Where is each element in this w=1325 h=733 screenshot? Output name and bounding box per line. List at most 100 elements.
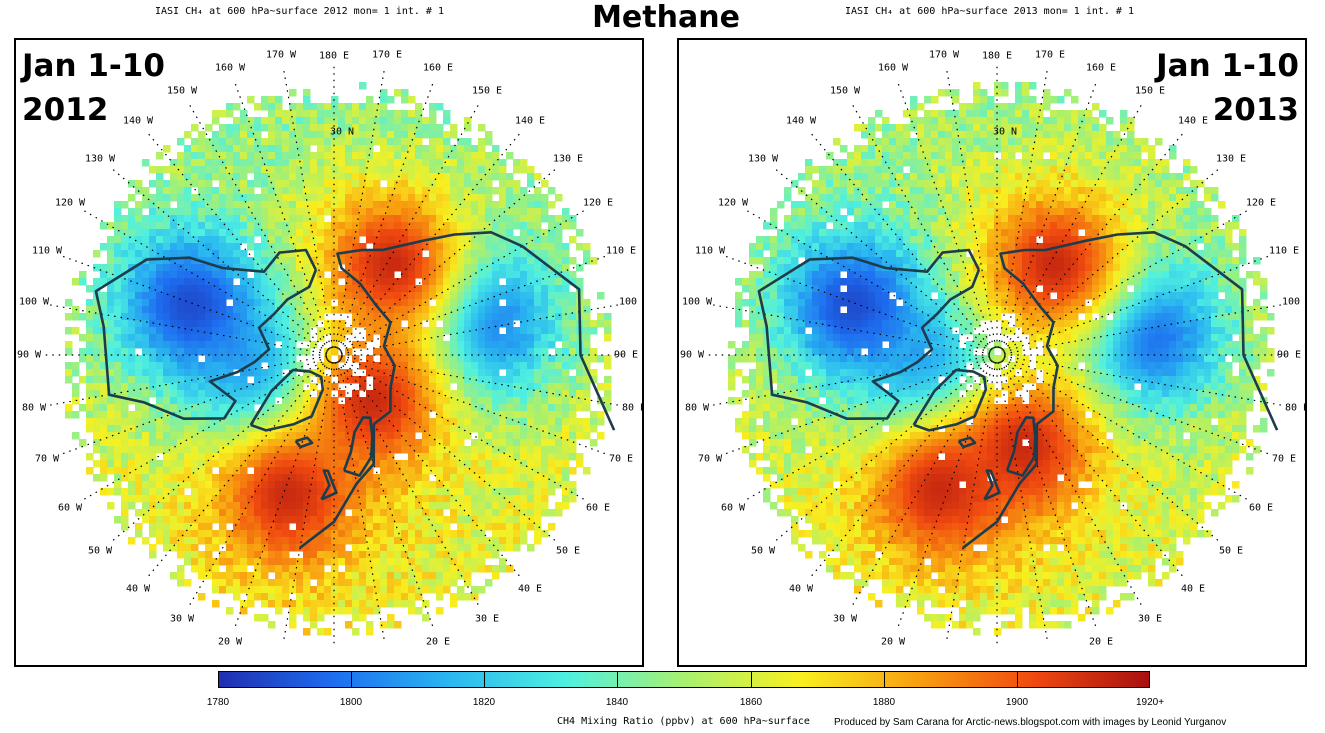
methane-cell	[1036, 124, 1044, 132]
methane-cell	[142, 495, 150, 503]
methane-cell	[149, 236, 157, 244]
methane-cell	[324, 579, 332, 587]
methane-cell	[275, 180, 283, 188]
methane-cell	[289, 110, 297, 118]
methane-cell	[261, 586, 269, 594]
methane-cell	[1127, 159, 1135, 167]
methane-cell	[464, 474, 472, 482]
methane-cell	[819, 166, 827, 174]
methane-cell	[352, 159, 360, 167]
methane-cell	[191, 236, 199, 244]
methane-cell	[135, 411, 143, 419]
methane-cell	[219, 327, 227, 335]
methane-cell	[457, 243, 465, 251]
methane-cell	[268, 481, 276, 489]
methane-cell	[576, 390, 584, 398]
methane-cell	[254, 474, 262, 482]
methane-cell	[1085, 124, 1093, 132]
methane-cell	[149, 299, 157, 307]
methane-cell	[226, 285, 234, 293]
methane-cell	[534, 285, 542, 293]
methane-cell	[289, 432, 297, 440]
methane-cell	[345, 425, 353, 433]
methane-cell	[100, 313, 108, 321]
methane-cell	[520, 432, 528, 440]
methane-cell	[485, 236, 493, 244]
methane-cell	[366, 117, 374, 125]
methane-cell	[142, 467, 150, 475]
methane-cell	[261, 159, 269, 167]
methane-cell	[422, 411, 430, 419]
methane-cell	[910, 173, 918, 181]
methane-cell	[142, 509, 150, 517]
methane-cell	[604, 383, 612, 391]
methane-cell	[275, 327, 283, 335]
methane-cell	[534, 411, 542, 419]
methane-cell	[366, 586, 374, 594]
methane-cell	[212, 369, 220, 377]
methane-cell	[156, 397, 164, 405]
methane-cell	[261, 523, 269, 531]
methane-cell	[303, 530, 311, 538]
methane-cell	[931, 110, 939, 118]
methane-cell	[422, 453, 430, 461]
methane-cell	[590, 320, 598, 328]
methane-cell	[331, 369, 339, 377]
methane-cell	[198, 313, 206, 321]
methane-cell	[1008, 145, 1016, 153]
methane-cell	[163, 516, 171, 524]
methane-cell	[436, 516, 444, 524]
methane-cell	[86, 418, 94, 426]
methane-cell	[1078, 173, 1086, 181]
methane-cell	[205, 250, 213, 258]
methane-cell	[380, 110, 388, 118]
methane-cell	[1120, 180, 1128, 188]
methane-cell	[149, 229, 157, 237]
methane-cell	[282, 397, 290, 405]
methane-cell	[1099, 180, 1107, 188]
methane-cell	[205, 285, 213, 293]
methane-cell	[100, 425, 108, 433]
methane-cell	[387, 334, 395, 342]
methane-cell	[366, 264, 374, 272]
methane-cell	[436, 194, 444, 202]
methane-cell	[135, 467, 143, 475]
methane-cell	[527, 544, 535, 552]
methane-cell	[254, 229, 262, 237]
methane-cell	[205, 138, 213, 146]
methane-cell	[205, 145, 213, 153]
methane-cell	[359, 509, 367, 517]
methane-cell	[373, 425, 381, 433]
methane-cell	[1155, 138, 1163, 146]
methane-cell	[387, 327, 395, 335]
methane-cell	[485, 187, 493, 195]
methane-cell	[492, 376, 500, 384]
methane-cell	[415, 194, 423, 202]
methane-cell	[408, 334, 416, 342]
methane-cell	[910, 166, 918, 174]
methane-cell	[289, 355, 297, 363]
methane-cell	[303, 516, 311, 524]
methane-cell	[562, 257, 570, 265]
methane-cell	[506, 488, 514, 496]
methane-cell	[812, 194, 820, 202]
methane-cell	[506, 334, 514, 342]
methane-cell	[903, 187, 911, 195]
methane-cell	[1057, 159, 1065, 167]
methane-cell	[401, 530, 409, 538]
methane-cell	[65, 369, 73, 377]
methane-cell	[282, 460, 290, 468]
methane-cell	[149, 278, 157, 286]
methane-cell	[966, 131, 974, 139]
methane-cell	[135, 481, 143, 489]
methane-cell	[303, 299, 311, 307]
methane-cell	[268, 474, 276, 482]
methane-cell	[219, 537, 227, 545]
methane-cell	[156, 439, 164, 447]
methane-cell	[317, 488, 325, 496]
methane-cell	[170, 481, 178, 489]
methane-cell	[107, 453, 115, 461]
methane-cell	[429, 523, 437, 531]
methane-cell	[478, 411, 486, 419]
methane-cell	[443, 117, 451, 125]
